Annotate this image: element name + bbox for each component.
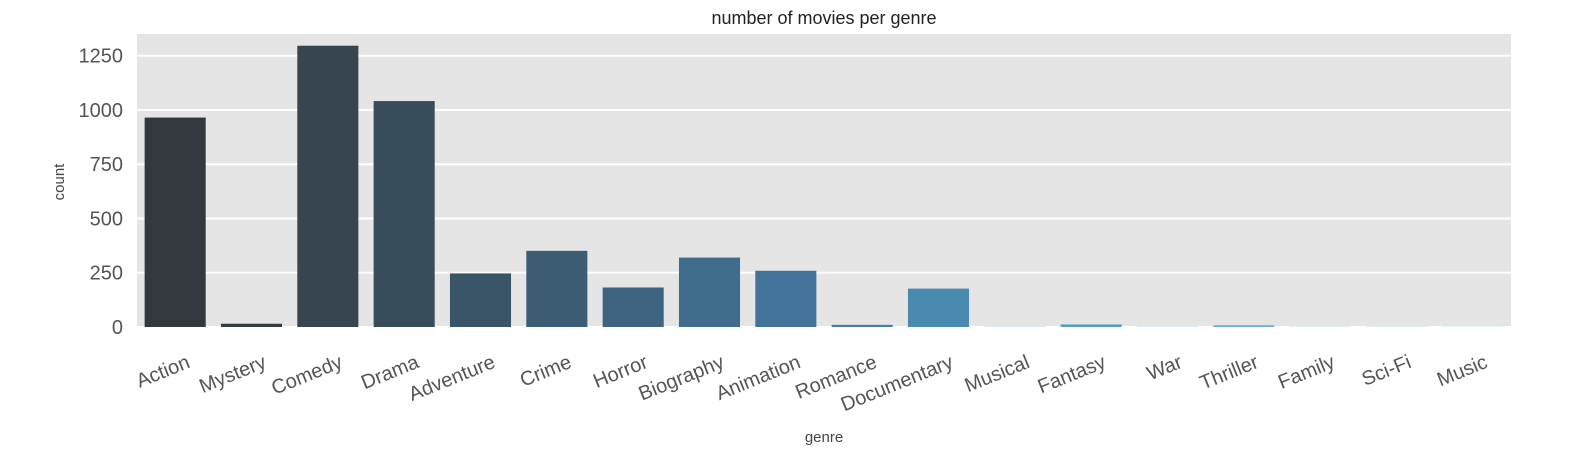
x-tick-label: Comedy [268,351,345,399]
y-tick-label: 250 [90,263,123,285]
bar-adventure [449,273,512,327]
x-tick-label: Animation [713,351,804,405]
x-tick-label: War [1144,351,1186,385]
x-tick-label: Adventure [406,351,499,406]
y-axis-ticks: 0 250 500 750 1000 1250 [79,46,124,339]
bar-crime [526,250,588,327]
bar-comedy [297,45,359,327]
x-tick-label: Mystery [196,351,269,398]
x-tick-label: Biography [636,351,728,405]
chart-title: number of movies per genre [711,8,936,28]
bar-animation [755,270,817,327]
y-tick-label: 500 [90,208,123,230]
y-tick-label: 750 [90,154,123,176]
bar-fantasy [1060,324,1122,327]
bar-horror [602,287,664,327]
bar-action [144,117,206,327]
x-tick-label: Family [1275,351,1338,393]
bar-mystery [220,323,283,327]
x-tick-label: Thriller [1197,351,1262,394]
x-tick-label: Music [1434,351,1491,391]
gridlines [137,54,1511,328]
bar-biography [678,257,741,327]
bar-romance [831,324,893,327]
x-tick-label: Fantasy [1035,351,1109,398]
x-axis-label: genre [805,429,843,446]
x-tick-label: Action [133,351,193,392]
plot-area [137,34,1511,327]
bar-thriller [1213,325,1275,327]
bar-documentary [907,288,970,327]
x-tick-label: Crime [517,351,575,391]
y-tick-label: 0 [112,317,123,339]
y-tick-label: 1000 [79,100,124,122]
y-tick-label: 1250 [79,46,124,68]
bar-drama [373,101,435,327]
y-axis-label: count [51,163,68,201]
x-tick-label: Musical [962,351,1033,397]
x-tick-label: Sci-Fi [1359,351,1415,391]
bars [144,45,1504,327]
